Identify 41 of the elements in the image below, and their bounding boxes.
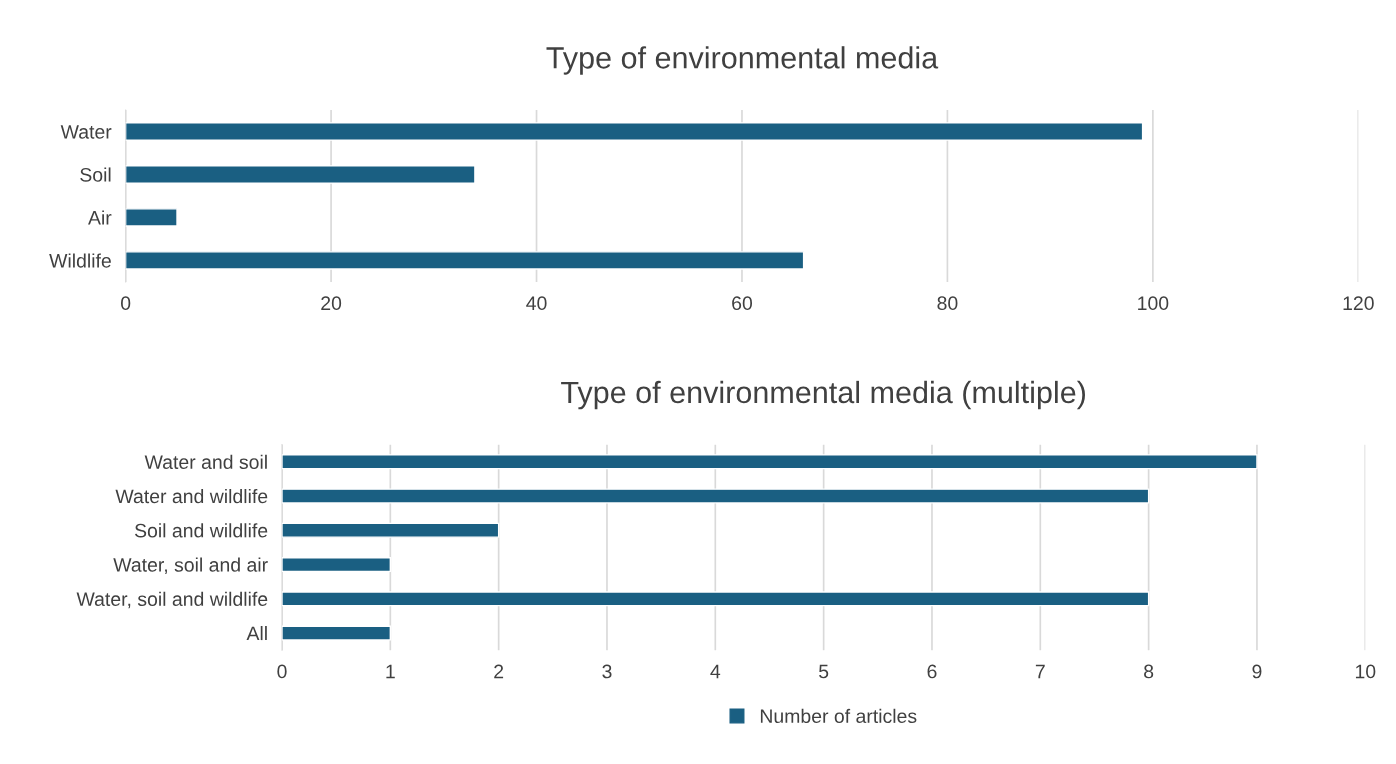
x-tick-label: 100: [1138, 296, 1169, 311]
x-tick-label: 10: [1355, 664, 1376, 679]
bar: [281, 454, 1258, 470]
x-tick-label: 0: [277, 664, 287, 679]
y-tick-label: Air: [88, 210, 112, 225]
chart-title: Type of environmental media (multiple): [561, 380, 1085, 410]
y-tick-label: Water and wildlife: [115, 488, 268, 504]
chart-title: Type of environmental media: [546, 46, 939, 75]
y-tick-label: Water, soil and wildlife: [76, 591, 268, 609]
x-tick-label: 60: [732, 296, 753, 311]
bar: [125, 208, 178, 227]
y-tick-label: Soil and wildlife: [134, 523, 268, 538]
x-tick-label: 8: [1144, 664, 1154, 679]
x-tick-label: 2: [494, 664, 504, 679]
bar: [125, 165, 476, 184]
x-tick-label: 5: [819, 664, 829, 679]
x-tick-label: 1: [386, 664, 395, 679]
x-tick-label: 4: [710, 664, 721, 679]
x-tick-label: 80: [937, 296, 958, 311]
bar: [281, 591, 1150, 607]
legend-label: Number of articles: [760, 708, 917, 724]
bar: [281, 522, 500, 538]
y-tick-label: Water, soil and air: [113, 557, 268, 575]
x-tick-label: 20: [321, 296, 342, 311]
bar: [281, 556, 392, 573]
x-tick-label: 40: [526, 296, 547, 311]
y-tick-label: All: [246, 625, 267, 641]
bar: [281, 488, 1150, 504]
bar: [281, 625, 392, 641]
x-tick-label: 9: [1252, 664, 1262, 679]
x-tick-label: 6: [927, 664, 937, 679]
y-tick-label: Soil: [80, 167, 111, 182]
x-tick-label: 0: [120, 296, 131, 311]
x-tick-label: 3: [602, 664, 612, 679]
y-tick-label: Water and soil: [144, 454, 267, 470]
y-tick-label: Water: [60, 125, 112, 139]
x-tick-label: 120: [1343, 296, 1374, 311]
bar: [125, 251, 805, 270]
x-tick-label: 7: [1035, 664, 1045, 679]
y-tick-label: Wildlife: [49, 253, 111, 268]
bar: [125, 122, 1144, 141]
